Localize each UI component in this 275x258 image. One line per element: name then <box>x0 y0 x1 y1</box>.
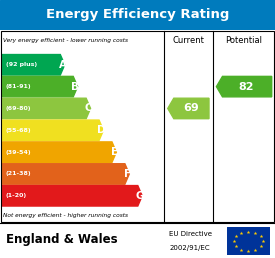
Text: (1-20): (1-20) <box>6 193 27 198</box>
Text: (92 plus): (92 plus) <box>6 62 37 67</box>
Polygon shape <box>2 142 116 162</box>
Text: (21-38): (21-38) <box>6 172 31 176</box>
Text: Current: Current <box>172 36 204 45</box>
Text: E: E <box>111 147 118 157</box>
Text: (55-68): (55-68) <box>6 128 31 133</box>
Text: 69: 69 <box>183 103 199 114</box>
Text: F: F <box>123 169 131 179</box>
Text: (39-54): (39-54) <box>6 150 31 155</box>
Text: Potential: Potential <box>226 36 263 45</box>
Polygon shape <box>2 186 142 206</box>
Text: Not energy efficient - higher running costs: Not energy efficient - higher running co… <box>3 213 128 218</box>
Text: G: G <box>136 191 144 201</box>
Text: D: D <box>97 125 106 135</box>
Text: England & Wales: England & Wales <box>6 233 117 246</box>
Text: EU Directive: EU Directive <box>169 231 212 237</box>
Text: Energy Efficiency Rating: Energy Efficiency Rating <box>46 8 229 21</box>
Text: 82: 82 <box>239 82 254 92</box>
Polygon shape <box>2 164 129 184</box>
Text: B: B <box>72 82 79 92</box>
Text: A: A <box>59 60 67 70</box>
Text: 2002/91/EC: 2002/91/EC <box>169 245 210 251</box>
Polygon shape <box>2 120 103 141</box>
Text: (69-80): (69-80) <box>6 106 31 111</box>
Polygon shape <box>2 76 78 97</box>
Text: (81-91): (81-91) <box>6 84 31 89</box>
Polygon shape <box>168 98 209 119</box>
Text: C: C <box>84 103 92 114</box>
Polygon shape <box>2 54 65 75</box>
Polygon shape <box>2 98 90 119</box>
Text: Very energy efficient - lower running costs: Very energy efficient - lower running co… <box>3 38 128 43</box>
Polygon shape <box>216 76 272 97</box>
